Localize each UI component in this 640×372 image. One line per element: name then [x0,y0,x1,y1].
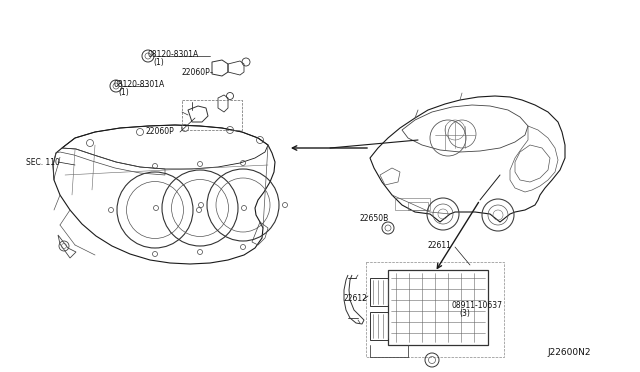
Text: 22612: 22612 [344,294,368,303]
Text: 22650B: 22650B [360,214,389,223]
Text: 22611: 22611 [427,241,451,250]
Bar [370,312,388,340]
Text: 22060P: 22060P [182,68,211,77]
Bar [182,100,242,130]
Bar [388,270,488,345]
Bar [366,262,504,357]
Text: J22600N2: J22600N2 [547,348,591,357]
Text: 08120-8301A: 08120-8301A [148,50,199,59]
Bar [395,198,430,210]
Text: (1): (1) [153,58,164,67]
Text: 22060P: 22060P [146,127,175,136]
Text: (3): (3) [459,309,470,318]
Text: SEC. 110: SEC. 110 [26,158,60,167]
Text: 08911-10637: 08911-10637 [451,301,502,310]
Text: (1): (1) [118,88,129,97]
Bar [370,278,388,306]
Text: 08120-8301A: 08120-8301A [113,80,164,89]
Bar [408,202,428,210]
